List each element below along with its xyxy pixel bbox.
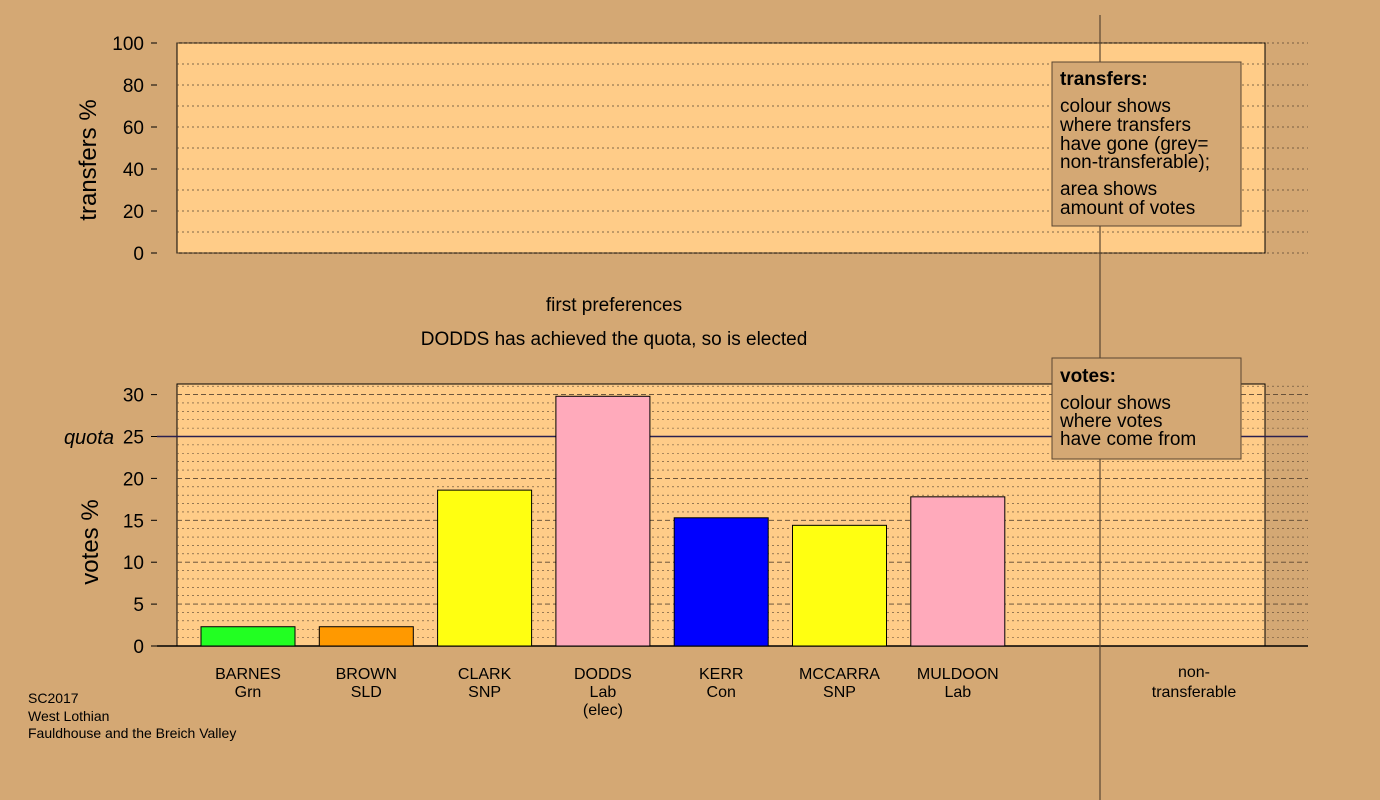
category-party-mccarra: SNP (823, 684, 856, 701)
votes-y-tick-label: 15 (123, 511, 144, 532)
transfers-y-tick-label: 0 (133, 244, 144, 265)
transfers-legend-line: where transfers (1059, 115, 1191, 136)
transfers-y-tick-label: 100 (112, 34, 144, 55)
votes-y-tick-label: 0 (133, 637, 144, 658)
transfers-legend-line: non-transferable); (1060, 152, 1210, 173)
footer-council: West Lothian (28, 708, 109, 724)
votes-y-tick-label: 10 (123, 553, 144, 574)
category-party-dodds: Lab (590, 684, 617, 701)
transfers-legend-box (1051, 61, 1242, 227)
category-label-clark: CLARK (458, 666, 512, 683)
category-label-barnes: BARNES (215, 666, 281, 683)
transfers-y-tick-label: 80 (123, 76, 144, 97)
bar-mccarra (792, 524, 887, 647)
transfers-legend-line: have gone (grey= (1060, 134, 1208, 155)
votes-legend-box (1051, 357, 1242, 460)
nontransferable-label-line-2: transferable (1152, 684, 1237, 701)
transfers-legend-line: colour shows (1060, 96, 1171, 117)
bar-barnes (200, 626, 296, 647)
transfers-y-axis-label: transfers % (75, 99, 102, 220)
transfers-legend-line: amount of votes (1060, 198, 1195, 219)
votes-y-ticks: 0 5 10 15 20 25 30 (123, 386, 157, 658)
bar-brown (318, 626, 414, 647)
footer-ward: Fauldhouse and the Breich Valley (28, 725, 236, 741)
votes-legend-line: have come from (1060, 429, 1196, 450)
transfers-y-tick-label: 60 (123, 118, 144, 139)
bar-kerr (673, 517, 769, 647)
votes-legend-title: votes: (1060, 366, 1116, 387)
transfers-y-tick-label: 20 (123, 202, 144, 223)
category-party-kerr: Con (707, 684, 736, 701)
category-label-brown: BROWN (336, 666, 397, 683)
transfers-legend-title: transfers: (1060, 69, 1148, 90)
category-party-brown: SLD (351, 684, 382, 701)
votes-y-tick-label: 5 (133, 595, 144, 616)
votes-legend-line: colour shows (1060, 393, 1171, 414)
votes-y-axis-label: votes % (77, 499, 104, 584)
chart-title: DODDS has achieved the quota, so is elec… (421, 329, 808, 350)
quota-label: quota (64, 427, 114, 449)
footer-election: SC2017 (28, 690, 79, 706)
category-note-dodds: (elec) (583, 702, 623, 719)
category-party-muldoon: Lab (944, 684, 971, 701)
votes-bars (200, 395, 1006, 647)
category-label-dodds: DODDS (574, 666, 632, 683)
bar-dodds (555, 395, 651, 647)
category-label-kerr: KERR (699, 666, 743, 683)
transfers-gridlines (177, 42, 1308, 254)
category-party-barnes: Grn (235, 684, 262, 701)
transfers-legend-line: area shows (1060, 179, 1157, 200)
category-label-muldoon: MULDOON (917, 666, 999, 683)
transfers-y-tick-label: 40 (123, 160, 144, 181)
transfers-legend: transfers: colour shows where transfers … (1051, 61, 1242, 227)
bar-clark (437, 489, 533, 647)
transfers-y-ticks: 0 20 40 60 80 100 (112, 34, 157, 265)
votes-y-tick-label: 25 (123, 428, 144, 449)
votes-category-labels: BARNESGrnBROWNSLDCLARKSNPDODDSLab(elec)K… (215, 666, 999, 719)
category-party-clark: SNP (468, 684, 501, 701)
category-label-mccarra: MCCARRA (799, 666, 880, 683)
chart-subtitle: first preferences (546, 295, 682, 316)
votes-legend: votes: colour shows where votes have com… (1051, 357, 1242, 460)
bar-muldoon (910, 496, 1006, 647)
election-footer: SC2017 West Lothian Fauldhouse and the B… (28, 690, 236, 741)
nontransferable-label-line-1: non- (1178, 664, 1210, 681)
votes-legend-line: where votes (1059, 411, 1162, 432)
votes-y-tick-label: 30 (123, 386, 144, 407)
votes-y-tick-label: 20 (123, 469, 144, 490)
